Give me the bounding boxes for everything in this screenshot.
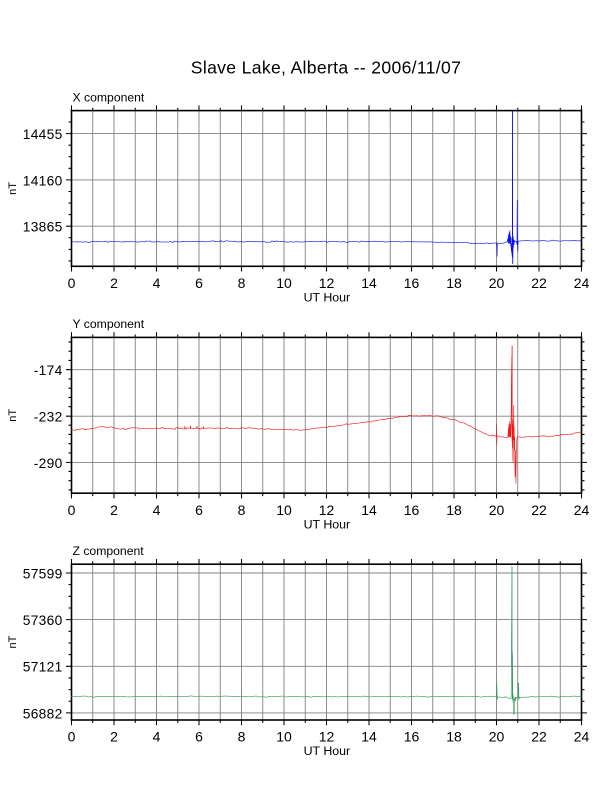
svg-text:18: 18 [446,502,462,518]
svg-text:8: 8 [238,275,246,291]
svg-text:10: 10 [276,502,292,518]
svg-text:nT: nT [7,635,19,648]
svg-text:22: 22 [531,502,547,518]
svg-text:10: 10 [276,275,292,291]
svg-text:0: 0 [68,275,76,291]
svg-text:22: 22 [531,729,547,745]
svg-text:0: 0 [68,729,76,745]
svg-text:12: 12 [319,729,335,745]
svg-text:2: 2 [110,275,118,291]
svg-text:14160: 14160 [23,173,63,188]
svg-text:18: 18 [446,729,462,745]
svg-text:4: 4 [153,729,161,745]
svg-text:10: 10 [276,729,292,745]
svg-text:24: 24 [574,502,590,518]
svg-text:16: 16 [404,502,420,518]
svg-text:16: 16 [404,275,420,291]
svg-text:20: 20 [489,502,505,518]
svg-text:14: 14 [361,502,377,518]
svg-text:UT Hour: UT Hour [304,517,351,531]
svg-text:57360: 57360 [23,613,63,628]
svg-text:-232: -232 [34,410,63,425]
svg-text:4: 4 [153,502,161,518]
svg-text:13865: 13865 [23,220,63,235]
svg-text:6: 6 [195,275,203,291]
svg-text:57121: 57121 [23,660,63,675]
svg-text:2: 2 [110,502,118,518]
svg-text:14455: 14455 [23,127,63,142]
svg-text:6: 6 [195,729,203,745]
svg-text:16: 16 [404,729,420,745]
svg-text:Slave Lake, Alberta -- 2006/11: Slave Lake, Alberta -- 2006/11/07 [191,57,461,77]
svg-text:14: 14 [361,729,377,745]
svg-text:57599: 57599 [23,566,63,581]
svg-text:22: 22 [531,275,547,291]
svg-text:Y component: Y component [73,317,145,331]
svg-text:24: 24 [574,729,590,745]
svg-text:18: 18 [446,275,462,291]
svg-text:4: 4 [153,275,161,291]
svg-text:20: 20 [489,729,505,745]
svg-text:UT Hour: UT Hour [304,291,351,305]
svg-text:6: 6 [195,502,203,518]
svg-text:nT: nT [7,409,19,422]
svg-text:0: 0 [68,502,76,518]
svg-text:Z component: Z component [73,544,145,558]
svg-text:24: 24 [574,275,590,291]
svg-text:-174: -174 [34,363,63,378]
svg-text:8: 8 [238,502,246,518]
svg-text:12: 12 [319,275,335,291]
svg-text:-290: -290 [34,456,63,471]
svg-text:UT Hour: UT Hour [304,744,351,758]
svg-text:56882: 56882 [23,706,63,721]
svg-text:14: 14 [361,275,377,291]
svg-text:2: 2 [110,729,118,745]
svg-text:8: 8 [238,729,246,745]
svg-text:12: 12 [319,502,335,518]
svg-text:X component: X component [73,90,145,104]
svg-text:nT: nT [7,182,19,195]
svg-text:20: 20 [489,275,505,291]
